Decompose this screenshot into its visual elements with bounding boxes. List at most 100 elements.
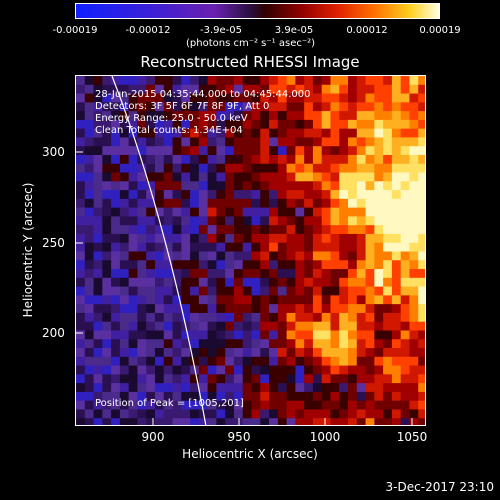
heatmap-cell <box>312 154 323 165</box>
heatmap-cell <box>102 93 112 103</box>
heatmap-cell <box>339 146 349 156</box>
heatmap-cell <box>163 172 174 182</box>
heatmap-cell <box>154 128 165 138</box>
heatmap-cell <box>93 304 103 314</box>
heatmap-cell <box>242 391 252 402</box>
heatmap-cell <box>93 330 103 340</box>
heatmap-cell <box>409 383 419 393</box>
heatmap-cell <box>304 216 314 226</box>
heatmap-cell <box>269 356 279 367</box>
heatmap-cell <box>321 93 331 103</box>
heatmap-cell <box>137 383 147 393</box>
heatmap-cell <box>163 330 174 340</box>
heatmap-cell <box>330 312 340 323</box>
heatmap-cell <box>295 356 305 367</box>
heatmap-cell <box>225 277 235 288</box>
heatmap-cell <box>383 181 393 191</box>
heatmap-cell <box>348 348 358 358</box>
heatmap-cell <box>216 312 226 323</box>
heatmap-cell <box>76 356 86 367</box>
heatmap-cell <box>207 260 217 270</box>
heatmap-cell <box>163 76 174 86</box>
heatmap-cell <box>154 154 165 165</box>
heatmap-cell <box>418 356 425 367</box>
heatmap-cell <box>76 128 86 138</box>
heatmap-cell <box>181 286 191 296</box>
heatmap-cell <box>93 207 103 217</box>
heatmap-cell <box>418 295 425 305</box>
heatmap-cell <box>146 181 156 191</box>
heatmap-cell <box>163 163 174 174</box>
heatmap-cell <box>269 348 279 358</box>
heatmap-cell <box>269 163 279 174</box>
heatmap-cell <box>400 365 410 375</box>
heatmap-cell <box>163 356 174 367</box>
heatmap-cell <box>286 330 296 340</box>
x-tick-label: 950 <box>227 430 251 444</box>
heatmap-cell <box>400 111 410 121</box>
heatmap-cell <box>119 128 130 138</box>
heatmap-cell <box>330 93 340 103</box>
heatmap-cell <box>242 330 252 340</box>
heatmap-cell <box>356 391 367 402</box>
heatmap-cell <box>312 321 323 331</box>
heatmap-cell <box>102 225 112 235</box>
heatmap-cell <box>154 365 165 375</box>
heatmap-cell <box>242 321 252 331</box>
heatmap-cell <box>198 128 209 138</box>
heatmap-cell <box>102 198 112 209</box>
heatmap-cell <box>391 128 402 138</box>
heatmap-cell <box>76 312 86 323</box>
heatmap-cell <box>119 233 130 244</box>
heatmap-cell <box>172 269 182 279</box>
heatmap-cell <box>304 111 314 121</box>
heatmap-cell <box>260 242 270 252</box>
heatmap-cell <box>269 330 279 340</box>
heatmap-cell <box>84 269 95 279</box>
heatmap-cell <box>146 163 156 174</box>
heatmap-cell <box>374 269 384 279</box>
heatmap-cell <box>260 172 270 182</box>
heatmap-cell <box>374 383 384 393</box>
heatmap-cell <box>84 181 95 191</box>
heatmap-cell <box>128 400 138 410</box>
heatmap-cell <box>181 190 191 200</box>
heatmap-cell <box>295 181 305 191</box>
heatmap-cell <box>312 374 323 384</box>
heatmap-cell <box>374 146 384 156</box>
heatmap-cell <box>418 76 425 86</box>
heatmap-cell <box>198 339 209 349</box>
heatmap-cell <box>400 260 410 270</box>
heatmap-cell <box>198 190 209 200</box>
heatmap-cell <box>119 172 130 182</box>
heatmap-cell <box>277 304 288 314</box>
heatmap-cell <box>330 76 340 86</box>
heatmap-cell <box>119 216 130 226</box>
heatmap-cell <box>339 225 349 235</box>
heatmap-cell <box>198 418 209 425</box>
heatmap-cell <box>233 216 244 226</box>
heatmap-cell <box>330 251 340 261</box>
heatmap-cell <box>400 277 410 288</box>
heatmap-cell <box>146 154 156 165</box>
heatmap-cell <box>374 163 384 174</box>
heatmap-cell <box>84 137 95 147</box>
heatmap-cell <box>356 119 367 130</box>
heatmap-cell <box>374 181 384 191</box>
colorbar-tick: 3.9e-05 <box>274 25 314 36</box>
heatmap-cell <box>233 409 244 419</box>
heatmap-cell <box>216 128 226 138</box>
heatmap-cell <box>409 76 419 86</box>
heatmap-cell <box>286 84 296 95</box>
heatmap-cell <box>330 146 340 156</box>
heatmap-cell <box>93 321 103 331</box>
heatmap-cell <box>216 356 226 367</box>
heatmap-cell <box>128 260 138 270</box>
heatmap-cell <box>198 146 209 156</box>
heatmap-cell <box>76 295 86 305</box>
heatmap-cell <box>330 365 340 375</box>
heatmap-cell <box>383 383 393 393</box>
heatmap-cell <box>418 304 425 314</box>
heatmap-cell <box>128 163 138 174</box>
heatmap-cell <box>295 330 305 340</box>
